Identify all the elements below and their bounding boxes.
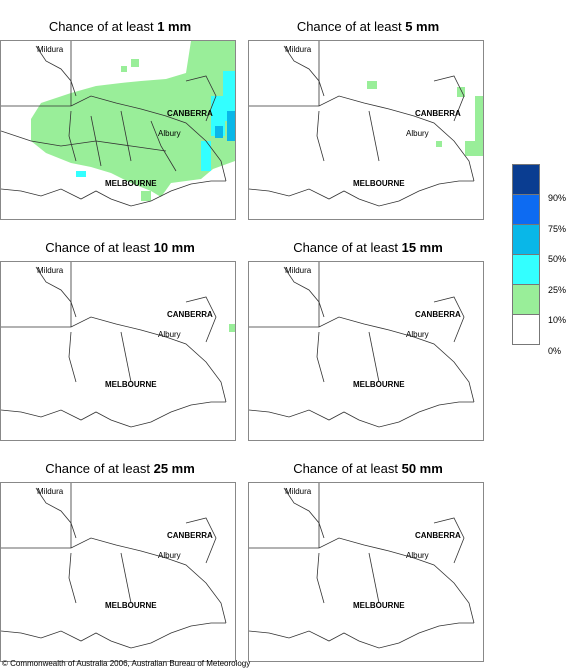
rain-overlay <box>229 324 235 332</box>
legend-swatch <box>512 164 540 195</box>
label-canberra: CANBERRA <box>415 531 461 540</box>
legend-tick-label: 25% <box>548 284 567 295</box>
legend-tick-label: 90% <box>548 193 567 203</box>
rain-overlay <box>367 81 483 156</box>
label-mildura: Mildura <box>285 487 312 496</box>
map-outline <box>1 41 227 207</box>
map-outline <box>1 262 227 428</box>
legend-swatch <box>512 284 540 315</box>
legend-tick-label: 10% <box>548 315 567 325</box>
panel-title: Chance of at least 5 mm <box>296 19 440 34</box>
legend-swatch <box>512 314 540 345</box>
label-albury: Albury <box>158 551 181 560</box>
map-outline <box>249 262 475 428</box>
probability-map: Mildura CANBERRA Albury MELBOURNE <box>248 261 484 441</box>
label-mildura: Mildura <box>37 45 64 54</box>
label-melbourne: MELBOURNE <box>105 601 157 610</box>
copyright-footer: © Commonwealth of Australia 2006, Austra… <box>2 659 251 668</box>
legend-swatch <box>512 224 540 255</box>
label-canberra: CANBERRA <box>167 531 213 540</box>
label-canberra: CANBERRA <box>167 310 213 319</box>
legend-swatch <box>512 194 540 225</box>
label-melbourne: MELBOURNE <box>105 380 157 389</box>
panel-title: Chance of at least 10 mm <box>45 240 195 255</box>
probability-map: Mildura CANBERRA Albury MELBOURNE <box>248 482 484 662</box>
label-albury: Albury <box>406 330 429 339</box>
label-canberra: CANBERRA <box>415 109 461 118</box>
label-mildura: Mildura <box>285 266 312 275</box>
label-mildura: Mildura <box>37 487 64 496</box>
legend-tick-label: 50% <box>548 254 567 264</box>
panel-title: Chance of at least 15 mm <box>293 240 443 255</box>
label-melbourne: MELBOURNE <box>105 179 157 188</box>
panel-title: Chance of at least 25 mm <box>45 461 195 476</box>
map-outline <box>249 483 475 649</box>
label-albury: Albury <box>406 129 429 138</box>
label-mildura: Mildura <box>285 45 312 54</box>
panel-title: Chance of at least 50 mm <box>293 461 443 476</box>
probability-legend <box>512 164 540 345</box>
legend-tick-label: 75% <box>548 223 567 234</box>
map-outline <box>1 483 227 649</box>
probability-map: Mildura CANBERRA Albury MELBOURNE <box>0 40 236 220</box>
label-melbourne: MELBOURNE <box>353 179 405 188</box>
legend-tick-label: 0% <box>548 345 562 356</box>
rain-overlay <box>31 41 235 201</box>
label-canberra: CANBERRA <box>167 109 213 118</box>
legend-swatch <box>512 254 540 285</box>
probability-map: Mildura CANBERRA Albury MELBOURNE <box>0 482 236 662</box>
probability-map: Mildura CANBERRA Albury MELBOURNE <box>0 261 236 441</box>
panel-title: Chance of at least 1 mm <box>48 19 192 34</box>
map-outline <box>249 41 475 207</box>
label-mildura: Mildura <box>37 266 64 275</box>
label-albury: Albury <box>158 129 181 138</box>
label-canberra: CANBERRA <box>415 310 461 319</box>
label-melbourne: MELBOURNE <box>353 380 405 389</box>
label-albury: Albury <box>406 551 429 560</box>
label-albury: Albury <box>158 330 181 339</box>
probability-map: Mildura CANBERRA Albury MELBOURNE <box>248 40 484 220</box>
label-melbourne: MELBOURNE <box>353 601 405 610</box>
